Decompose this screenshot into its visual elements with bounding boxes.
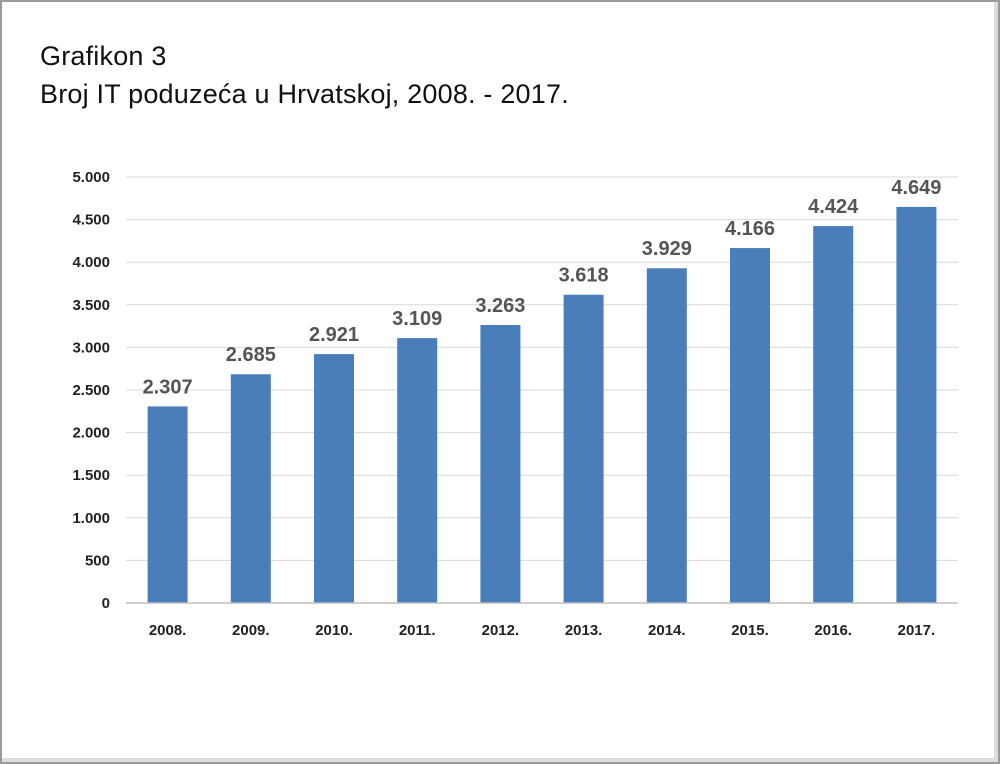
x-tick-label: 2016. [814, 622, 852, 639]
x-tick-label: 2008. [149, 622, 187, 639]
data-label: 2.307 [143, 376, 193, 398]
bar [896, 206, 937, 603]
data-label: 4.424 [808, 196, 859, 218]
y-tick-label: 1.000 [72, 510, 110, 527]
y-tick-label: 4.500 [72, 212, 110, 229]
y-tick-label: 2.500 [72, 382, 110, 399]
bar [147, 406, 188, 603]
y-tick-label: 3.000 [72, 339, 110, 356]
y-tick-label: 3.500 [72, 297, 110, 314]
x-tick-label: 2017. [898, 622, 936, 639]
title-block: Grafikon 3 Broj IT poduzeća u Hrvatskoj,… [40, 37, 569, 113]
data-label: 2.921 [309, 324, 359, 346]
bar [314, 354, 354, 603]
y-tick-label: 1.500 [72, 467, 110, 484]
data-label: 4.166 [725, 218, 775, 240]
data-label: 4.649 [891, 177, 941, 199]
y-tick-label: 2.000 [72, 425, 110, 442]
bar [230, 374, 271, 603]
data-label: 3.618 [559, 265, 609, 287]
x-tick-label: 2015. [731, 622, 769, 639]
chart-subtitle: Broj IT poduzeća u Hrvatskoj, 2008. - 20… [40, 79, 569, 109]
x-tick-label: 2014. [648, 622, 686, 639]
bar [813, 226, 854, 603]
data-label: 3.263 [475, 295, 525, 317]
bar [480, 324, 521, 603]
bar [646, 268, 687, 603]
bar [397, 338, 438, 603]
y-tick-label: 500 [85, 552, 110, 569]
x-tick-label: 2010. [315, 622, 353, 639]
x-tick-label: 2011. [399, 622, 436, 639]
x-tick-label: 2009. [232, 622, 270, 639]
data-label: 3.109 [392, 308, 442, 330]
y-tick-label: 0 [102, 595, 110, 612]
data-label: 3.929 [642, 238, 692, 260]
bar [563, 294, 604, 603]
bar [730, 248, 770, 603]
x-tick-label: 2013. [565, 622, 603, 639]
data-label: 2.685 [226, 344, 276, 366]
y-tick-label: 4.000 [72, 254, 110, 271]
chart-title: Grafikon 3 [40, 41, 167, 71]
y-tick-label: 5.000 [72, 169, 110, 186]
x-tick-label: 2012. [482, 622, 520, 639]
